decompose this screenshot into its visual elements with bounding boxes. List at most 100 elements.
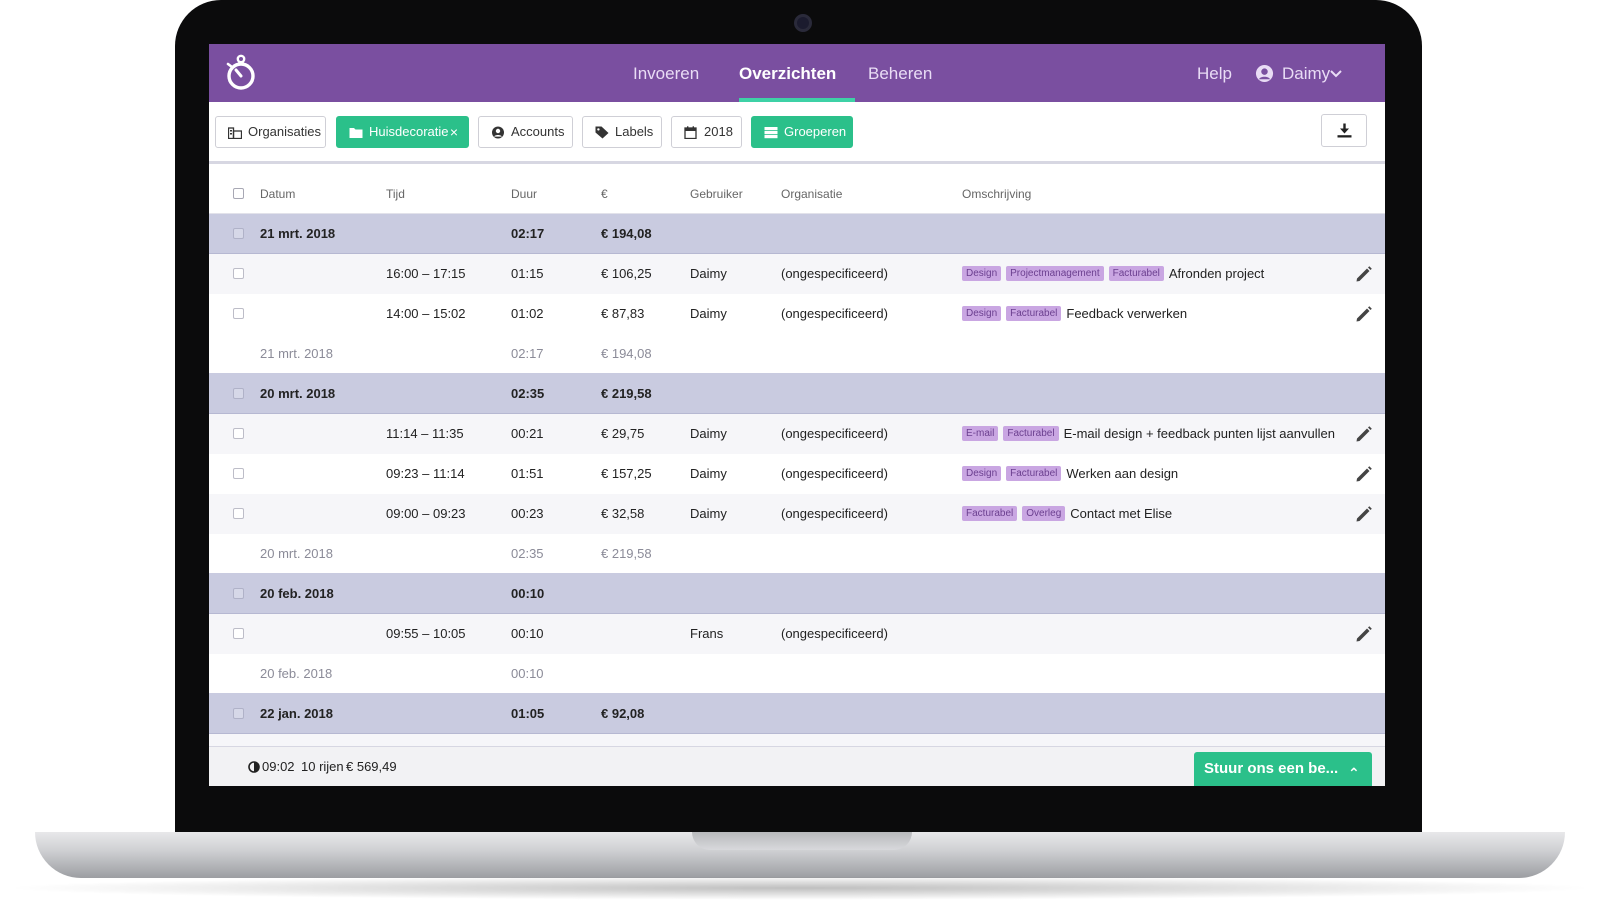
cell-datum: 20 mrt. 2018 xyxy=(260,546,333,561)
subtotal-row: 21 mrt. 2018 02:17 € 194,08 xyxy=(209,334,1385,374)
tag-badge: Facturabel xyxy=(1108,266,1164,282)
pencil-icon[interactable] xyxy=(1355,425,1373,443)
cell-tijd: 09:55 – 10:05 xyxy=(386,626,466,641)
feedback-button[interactable]: Stuur ons een be... ⌃ xyxy=(1194,752,1372,786)
col-datum[interactable]: Datum xyxy=(260,187,296,201)
download-button[interactable] xyxy=(1321,114,1367,147)
cell-gebruiker: Daimy xyxy=(690,426,727,441)
row-checkbox[interactable] xyxy=(233,468,244,479)
groeperen-button[interactable]: Groeperen xyxy=(751,116,853,148)
col-omschrijving[interactable]: Omschrijving xyxy=(962,187,1032,201)
cell-duur: 00:10 xyxy=(511,626,544,641)
cell-omschrijving: Design Facturabel Werken aan design xyxy=(962,454,1178,494)
stopwatch-icon[interactable] xyxy=(225,54,257,92)
col-tijd[interactable]: Tijd xyxy=(386,187,405,201)
year-filter-button[interactable]: 2018 xyxy=(671,116,742,148)
cell-duur: 00:10 xyxy=(511,666,544,681)
row-checkbox[interactable] xyxy=(233,588,244,599)
app-screen: Invoeren Overzichten Beheren Help Daimy … xyxy=(209,44,1385,786)
cell-duur: 01:51 xyxy=(511,466,544,481)
row-checkbox[interactable] xyxy=(233,308,244,319)
table-body: 21 mrt. 2018 02:17 € 194,08 16:00 – 17:15 01… xyxy=(209,214,1385,774)
cell-duur: 02:17 xyxy=(511,226,545,241)
tag-badge: Projectmanagement xyxy=(1006,266,1104,282)
cell-datum: 20 feb. 2018 xyxy=(260,666,333,681)
user-circle-icon[interactable] xyxy=(1255,64,1274,83)
cell-datum: 22 jan. 2018 xyxy=(260,706,333,721)
select-all-checkbox[interactable] xyxy=(233,188,244,199)
tag-badge: Overleg xyxy=(1022,506,1066,522)
footer-total-amount: € 569,49 xyxy=(346,759,397,774)
nav-help[interactable]: Help xyxy=(1197,64,1232,83)
col-organisatie[interactable]: Organisatie xyxy=(781,187,843,201)
chevron-down-icon[interactable] xyxy=(1330,69,1342,78)
folder-icon xyxy=(349,128,363,138)
cell-datum: 20 feb. 2018 xyxy=(260,586,334,601)
cell-datum: 21 mrt. 2018 xyxy=(260,346,333,361)
group-row: 21 mrt. 2018 02:17 € 194,08 xyxy=(209,214,1385,254)
pencil-icon[interactable] xyxy=(1355,505,1373,523)
cell-omschrijving: Facturabel Overleg Contact met Elise xyxy=(962,494,1172,534)
accounts-label: Accounts xyxy=(511,124,565,139)
description-text: Werken aan design xyxy=(1066,466,1179,481)
tag-badge: Design xyxy=(962,306,1002,322)
cell-bedrag: € 219,58 xyxy=(601,546,652,561)
nav-invoeren[interactable]: Invoeren xyxy=(633,64,700,83)
cell-tijd: 11:14 – 11:35 xyxy=(386,426,464,441)
group-row: 20 feb. 2018 00:10 xyxy=(209,574,1385,614)
table-row[interactable]: 09:23 – 11:14 01:51 € 157,25 Daimy (ongespec… xyxy=(209,454,1385,494)
nav-beheren[interactable]: Beheren xyxy=(868,64,933,83)
table-header: Datum Tijd Duur € Gebruiker Organisatie … xyxy=(209,174,1385,214)
cell-bedrag: € 157,25 xyxy=(601,466,652,481)
pencil-icon[interactable] xyxy=(1355,265,1373,283)
table-row[interactable]: 11:14 – 11:35 00:21 € 29,75 Daimy (ongespeci… xyxy=(209,414,1385,454)
group-row: 20 mrt. 2018 02:35 € 219,58 xyxy=(209,374,1385,414)
row-checkbox[interactable] xyxy=(233,228,244,239)
accounts-filter-button[interactable]: Accounts xyxy=(478,116,573,148)
table-row[interactable]: 16:00 – 17:15 01:15 € 106,25 Daimy (ongespec… xyxy=(209,254,1385,294)
table-row[interactable]: 09:55 – 10:05 00:10 Frans (ongespecificeerd… xyxy=(209,614,1385,654)
feedback-label: Stuur ons een be... xyxy=(1204,760,1339,777)
table-row[interactable]: 09:00 – 09:23 00:23 € 32,58 Daimy (ongespeci… xyxy=(209,494,1385,534)
calendar-icon xyxy=(684,126,697,139)
tag-icon xyxy=(595,126,609,139)
row-checkbox[interactable] xyxy=(233,388,244,399)
cell-omschrijving: E-mail Facturabel E-mail design + feedback… xyxy=(962,414,1335,454)
year-label: 2018 xyxy=(704,124,733,139)
row-checkbox[interactable] xyxy=(233,428,244,439)
col-duur[interactable]: Duur xyxy=(511,187,538,201)
table-footer: 09:02 10 rijen € 569,49 xyxy=(209,746,1385,786)
row-checkbox[interactable] xyxy=(233,708,244,719)
cell-tijd: 16:00 – 17:15 xyxy=(386,266,466,281)
organisaties-filter-button[interactable]: Organisaties xyxy=(215,116,326,148)
col-gebruiker[interactable]: Gebruiker xyxy=(690,187,743,201)
organisaties-label: Organisaties xyxy=(248,124,321,139)
user-menu[interactable]: Daimy xyxy=(1282,64,1331,83)
remove-filter-icon[interactable]: × xyxy=(449,124,458,140)
table-row[interactable]: 14:00 – 15:02 01:02 € 87,83 Daimy (ongespeci… xyxy=(209,294,1385,334)
pencil-icon[interactable] xyxy=(1355,625,1373,643)
cell-omschrijving: Design Projectmanagement Facturabel Afronde… xyxy=(962,254,1264,294)
cell-organisatie: (ongespecificeerd) xyxy=(781,626,888,641)
row-checkbox[interactable] xyxy=(233,268,244,279)
labels-filter-button[interactable]: Labels xyxy=(582,116,662,148)
tag-badge: Design xyxy=(962,266,1002,282)
cell-gebruiker: Daimy xyxy=(690,506,727,521)
row-checkbox[interactable] xyxy=(233,508,244,519)
group-row: 22 jan. 2018 01:05 € 92,08 xyxy=(209,694,1385,734)
pencil-icon[interactable] xyxy=(1355,305,1373,323)
description-text: Feedback verwerken xyxy=(1066,306,1188,321)
cell-gebruiker: Daimy xyxy=(690,266,727,281)
tag-badge: Facturabel xyxy=(1003,426,1059,442)
groeperen-label: Groeperen xyxy=(784,124,847,139)
huisdecoratie-filter-button[interactable]: Huisdecoratie × xyxy=(336,116,469,148)
footer-total-time: 09:02 xyxy=(262,759,295,774)
col-bedrag[interactable]: € xyxy=(601,187,608,201)
nav-overzichten[interactable]: Overzichten xyxy=(739,64,837,83)
tag-badge: Facturabel xyxy=(962,506,1018,522)
chevron-up-icon: ⌃ xyxy=(1348,765,1360,781)
pencil-icon[interactable] xyxy=(1355,465,1373,483)
cell-gebruiker: Daimy xyxy=(690,306,727,321)
row-checkbox[interactable] xyxy=(233,628,244,639)
huisdecoratie-label: Huisdecoratie xyxy=(369,124,449,139)
